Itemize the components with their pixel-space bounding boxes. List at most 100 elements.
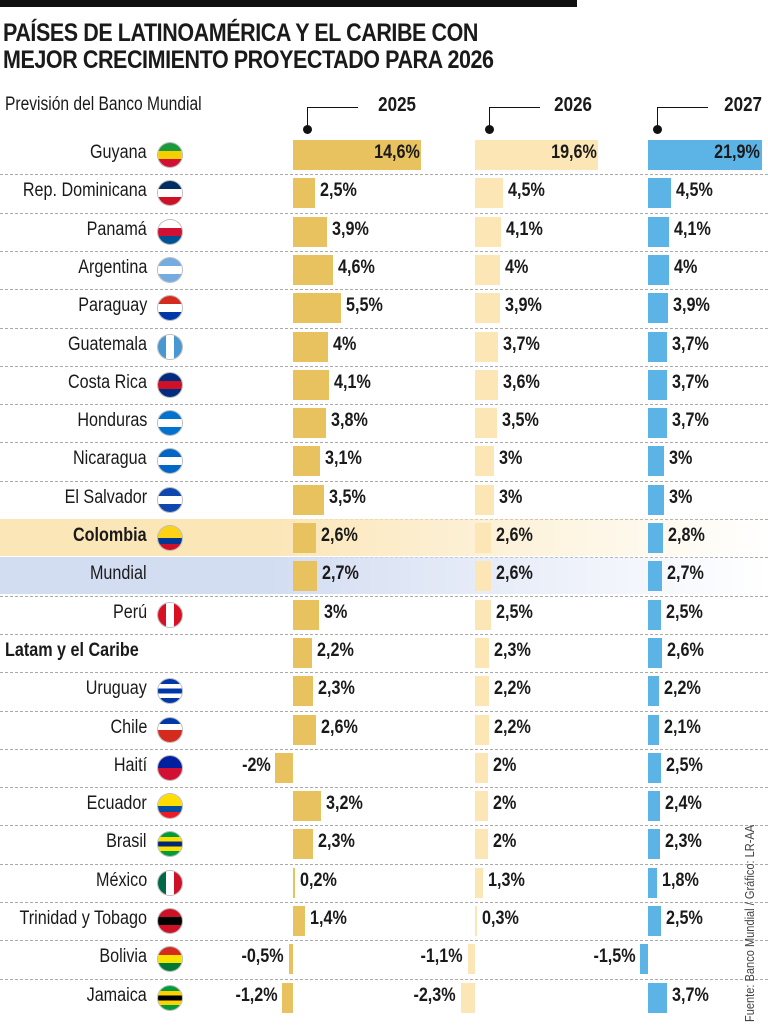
flag-icon (158, 143, 182, 167)
bar-2025 (293, 561, 317, 591)
row-bolivia: Bolivia -0,5% -1,1% -1,5% (0, 940, 768, 978)
row-uruguay: Uruguay 2,3% 2,2% 2,2% (0, 672, 768, 710)
value-label-2026: 0,3% (482, 908, 519, 929)
value-label-2026: -2,3% (413, 985, 456, 1006)
bar-2027 (648, 715, 659, 745)
bar-2025 (293, 906, 306, 936)
row-el-salvador: El Salvador 3,5% 3% 3% (0, 481, 768, 519)
value-label-2027: 2,6% (666, 640, 704, 661)
value-label-2025: 4,6% (338, 257, 376, 278)
value-label-2026: 1,3% (488, 870, 526, 891)
bar-2025 (293, 140, 422, 170)
row-separator (0, 251, 768, 252)
bar-2027 (648, 523, 663, 553)
bar-2027 (648, 868, 658, 898)
bar-2027 (648, 140, 762, 170)
bar-2027 (648, 561, 663, 591)
row-honduras: Honduras 3,8% 3,5% 3,7% (0, 404, 768, 442)
country-label: Guatemala (67, 334, 147, 355)
value-label-2025: -2% (241, 755, 271, 776)
bar-2026 (475, 408, 498, 438)
bar-2026 (475, 600, 491, 630)
bar-2026 (475, 829, 488, 859)
value-label-2025: 0,2% (300, 870, 337, 891)
country-label: El Salvador (64, 487, 147, 508)
value-label-2026: 2,2% (493, 678, 531, 699)
value-label-2025: 4% (333, 334, 357, 355)
bar-2027 (648, 370, 668, 400)
bar-2027 (648, 600, 661, 630)
row-m-xico: México 0,2% 1,3% 1,8% (0, 864, 768, 902)
value-label-2027: 2,5% (666, 908, 703, 929)
row-nicaragua: Nicaragua 3,1% 3% 3% (0, 442, 768, 480)
value-label-2025: 2,6% (320, 717, 358, 738)
flag-icon (158, 986, 182, 1010)
row-panam-: Panamá 3,9% 4,1% 4,1% (0, 213, 768, 251)
country-label: Rep. Dominicana (23, 180, 147, 201)
row-separator (0, 672, 768, 673)
flag-icon (158, 449, 182, 473)
value-label-2025: -1,2% (235, 985, 278, 1006)
bar-2027 (648, 178, 672, 208)
flag-icon (158, 718, 182, 742)
bar-2027 (648, 217, 670, 247)
row-mundial: Mundial 2,7% 2,6% 2,7% (0, 557, 768, 595)
year-label-2027: 2027 (724, 94, 762, 116)
bar-2025 (293, 408, 327, 438)
bar-2026 (475, 217, 501, 247)
row-highlight (0, 519, 768, 556)
bar-2026 (475, 370, 498, 400)
row-separator (0, 596, 768, 597)
bar-2027 (648, 332, 668, 362)
country-label: Panamá (86, 219, 147, 240)
top-rule (0, 0, 577, 7)
value-label-2026: 3% (498, 487, 523, 508)
value-label-2026: 2% (492, 755, 516, 776)
value-label-2025: 5,5% (346, 295, 384, 316)
flag-icon (158, 411, 182, 435)
country-label: Nicaragua (73, 448, 147, 469)
value-label-2025: 2,3% (318, 678, 356, 699)
value-label-2027: 3,9% (673, 295, 711, 316)
value-label-2026: 4,5% (508, 180, 546, 201)
country-label: Perú (112, 602, 147, 623)
value-label-2027: 2,4% (665, 793, 703, 814)
country-label: Bolivia (99, 946, 147, 967)
row-separator (0, 825, 768, 826)
year-marker-2025 (303, 107, 358, 134)
value-label-2027: 3,7% (672, 334, 710, 355)
row-separator (0, 404, 768, 405)
bar-2025 (293, 370, 330, 400)
value-label-2026: 2,6% (496, 525, 534, 546)
flag-icon (158, 947, 182, 971)
value-label-2027: 3,7% (672, 372, 710, 393)
flag-icon (158, 220, 182, 244)
bar-2027 (648, 408, 668, 438)
flag-icon (158, 679, 182, 703)
row-separator (0, 174, 768, 175)
bar-2025 (293, 446, 321, 476)
value-label-2025: 3,2% (326, 793, 363, 814)
bar-2026 (475, 255, 501, 285)
bar-2025 (293, 600, 320, 630)
bar-2026 (475, 906, 477, 936)
bar-2027 (648, 255, 669, 285)
value-label-2025: 3,1% (325, 448, 363, 469)
value-label-2027: -1,5% (593, 946, 636, 967)
year-label-2026: 2026 (554, 94, 592, 116)
bar-2026 (475, 178, 504, 208)
value-label-2025: 2,7% (321, 563, 359, 584)
value-label-2026: 2,3% (494, 640, 532, 661)
value-label-2025: 1,4% (310, 908, 348, 929)
value-label-2025: 3% (324, 602, 348, 623)
bar-2027 (648, 485, 664, 515)
row-costa-rica: Costa Rica 4,1% 3,6% 3,7% (0, 366, 768, 404)
bar-2027 (648, 293, 669, 323)
bar-2025 (275, 753, 293, 783)
value-label-2026: 19,6% (550, 142, 597, 163)
bar-2025 (293, 638, 313, 668)
title-line-2: MEJOR CRECIMIENTO PROYECTADO PARA 2026 (3, 46, 494, 74)
value-label-2027: 1,8% (662, 870, 700, 891)
row-separator (0, 442, 768, 443)
bar-2027 (648, 676, 660, 706)
